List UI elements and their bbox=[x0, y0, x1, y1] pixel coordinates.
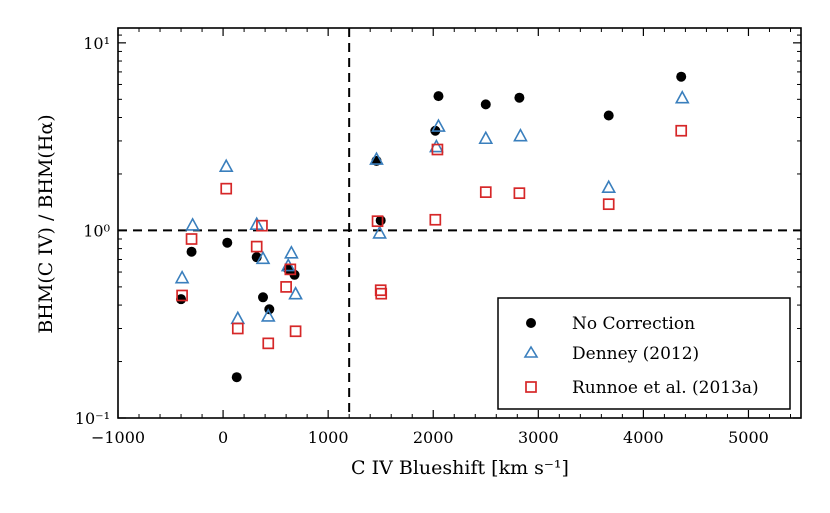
x-tick-label: 5000 bbox=[728, 428, 769, 447]
point-denney bbox=[601, 179, 617, 193]
point-runnoe bbox=[185, 233, 198, 245]
legend-marker-square bbox=[525, 381, 537, 393]
point-runnoe bbox=[429, 213, 442, 226]
y-tick-labels: 10⁻¹ 10⁰ 10¹ bbox=[75, 34, 110, 428]
point-denney bbox=[174, 269, 190, 284]
legend-item-denney: Denney (2012) bbox=[523, 344, 699, 364]
point-no-correction bbox=[231, 372, 242, 383]
legend: No Correction Denney (2012) Runnoe et al… bbox=[497, 297, 791, 410]
point-no-correction bbox=[176, 294, 187, 305]
point-runnoe bbox=[675, 124, 688, 137]
point-no-correction bbox=[186, 246, 197, 257]
legend-marker-circle bbox=[526, 318, 536, 328]
point-denney bbox=[429, 138, 444, 153]
legend-marker-triangle bbox=[523, 345, 539, 358]
point-runnoe bbox=[231, 322, 244, 335]
x-tick-label: 2000 bbox=[413, 428, 454, 447]
point-denney bbox=[674, 90, 690, 104]
point-denney bbox=[260, 308, 276, 322]
point-runnoe bbox=[479, 186, 492, 198]
x-tick-labels: −1000 0 1000 2000 3000 4000 5000 bbox=[91, 428, 769, 447]
point-runnoe bbox=[220, 182, 233, 195]
point-denney bbox=[185, 217, 200, 231]
legend-item-runnoe: Runnoe et al. (2013a) bbox=[525, 378, 759, 398]
point-no-correction bbox=[480, 99, 491, 110]
y-axis-label: BHM(C IV) / BHM(Hα) bbox=[35, 114, 57, 333]
point-no-correction bbox=[258, 292, 269, 303]
point-runnoe bbox=[256, 219, 268, 232]
x-tick-label: 1000 bbox=[308, 428, 349, 447]
series-2 bbox=[176, 124, 688, 350]
x-tick-label: −1000 bbox=[91, 428, 145, 447]
point-denney bbox=[369, 151, 384, 165]
point-no-correction bbox=[433, 91, 444, 102]
y-tick-label: 10¹ bbox=[83, 34, 110, 53]
x-tick-label: 4000 bbox=[623, 428, 664, 447]
point-runnoe bbox=[375, 287, 388, 300]
axis-ticks bbox=[117, 28, 801, 419]
x-tick-label: 0 bbox=[218, 428, 228, 447]
legend-label-no-correction: No Correction bbox=[572, 314, 695, 334]
point-denney bbox=[218, 158, 234, 172]
point-denney bbox=[513, 128, 528, 142]
legend-label-denney: Denney (2012) bbox=[572, 344, 699, 364]
reference-lines bbox=[118, 28, 801, 418]
point-denney bbox=[372, 225, 387, 239]
point-runnoe bbox=[371, 215, 384, 228]
point-denney bbox=[478, 130, 494, 145]
point-runnoe bbox=[250, 240, 263, 253]
point-denney bbox=[288, 286, 303, 300]
point-runnoe bbox=[176, 289, 188, 302]
point-runnoe bbox=[289, 325, 302, 338]
legend-label-runnoe: Runnoe et al. (2013a) bbox=[572, 378, 759, 398]
point-runnoe bbox=[284, 263, 297, 276]
point-denney bbox=[284, 245, 299, 259]
point-no-correction bbox=[603, 110, 614, 121]
point-denney bbox=[230, 310, 246, 325]
point-denney bbox=[431, 118, 446, 132]
point-runnoe bbox=[431, 143, 444, 156]
x-axis-label: C IV Blueshift [km s⁻¹] bbox=[351, 457, 569, 479]
legend-item-no-correction: No Correction bbox=[526, 314, 695, 334]
point-runnoe bbox=[262, 337, 275, 350]
point-denney bbox=[255, 250, 271, 265]
point-no-correction bbox=[514, 92, 525, 103]
point-runnoe bbox=[280, 281, 292, 293]
plot-frame bbox=[117, 27, 802, 419]
x-tick-label: 3000 bbox=[518, 428, 559, 447]
series-1 bbox=[174, 90, 690, 325]
point-no-correction bbox=[222, 237, 233, 248]
y-tick-label: 10⁰ bbox=[83, 221, 110, 240]
y-tick-label: 10⁻¹ bbox=[75, 409, 110, 428]
point-runnoe bbox=[602, 198, 615, 211]
point-no-correction bbox=[676, 71, 687, 82]
legend-box bbox=[497, 297, 791, 410]
point-runnoe bbox=[374, 284, 387, 297]
data-points bbox=[174, 71, 690, 383]
point-runnoe bbox=[513, 187, 526, 200]
